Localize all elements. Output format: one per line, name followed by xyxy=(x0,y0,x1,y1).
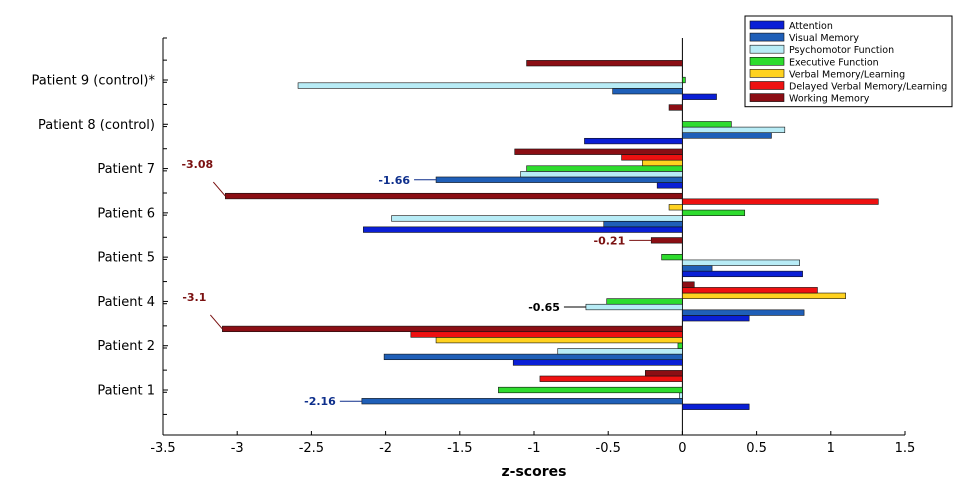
annotation-label: -0.65 xyxy=(528,301,560,314)
bar-psychomotor-function-7 xyxy=(297,82,683,89)
bar-visual-memory-7 xyxy=(612,88,683,95)
bar-psychomotor-function-5 xyxy=(520,171,683,178)
bar-visual-memory-2 xyxy=(682,309,805,316)
category-label: Patient 1 xyxy=(97,384,155,399)
x-tick-label: -1.5 xyxy=(447,441,472,456)
annotation-label: -3.08 xyxy=(181,158,213,171)
bar-delayed-verbal-memory-learning-5 xyxy=(621,154,683,161)
bar-verbal-memory-learning-4 xyxy=(668,204,683,211)
bar-working-memory-1 xyxy=(222,325,683,333)
bar-visual-memory-5 xyxy=(435,176,683,183)
bar-visual-memory-1 xyxy=(383,353,683,361)
bar-visual-memory-3 xyxy=(682,265,713,272)
axes-layer: -3.5 -3 -2.5 -2 -1.5 -1 -0.5 0 0.5 1 1.5 Patient 1 P… xyxy=(31,37,916,456)
legend-swatch xyxy=(749,32,785,42)
bar-visual-memory-0 xyxy=(361,398,683,405)
annotation-label: -2.16 xyxy=(304,395,336,408)
bar-verbal-memory-learning-2 xyxy=(682,292,846,299)
legend-entry: Delayed Verbal Memory/Learning xyxy=(789,82,947,93)
bar-psychomotor-function-3 xyxy=(682,259,800,266)
x-tick-label: 0 xyxy=(678,441,686,456)
x-tick-label: -3 xyxy=(231,441,244,456)
legend-entry: Visual Memory xyxy=(789,33,859,44)
bar-attention-3 xyxy=(682,270,803,278)
category-label: Patient 5 xyxy=(97,251,155,266)
bar-working-memory-7 xyxy=(526,60,683,67)
bar-working-memory-4 xyxy=(225,192,683,200)
bar-executive-function-5 xyxy=(526,165,683,172)
x-tick-label: -1 xyxy=(528,441,541,456)
bars-layer xyxy=(222,60,879,410)
legend-swatch xyxy=(749,69,785,78)
legend-swatch xyxy=(749,81,785,90)
bar-visual-memory-6 xyxy=(682,132,772,139)
bar-psychomotor-function-1 xyxy=(557,348,683,355)
legend-swatch xyxy=(749,56,785,66)
bar-visual-memory-4 xyxy=(603,220,683,228)
bar-delayed-verbal-memory-learning-1 xyxy=(410,331,683,338)
annotation-leader xyxy=(209,314,223,330)
bar-attention-5 xyxy=(656,182,683,189)
bar-verbal-memory-learning-5 xyxy=(642,159,683,167)
category-label: Patient 4 xyxy=(97,295,155,310)
bar-working-memory-0 xyxy=(644,370,683,377)
legend-entry: Verbal Memory/Learning xyxy=(789,69,905,80)
legend-entry: Executive Function xyxy=(789,57,879,68)
bar-attention-2 xyxy=(682,315,750,322)
x-tick-label: 1 xyxy=(827,441,835,456)
bar-executive-function-7 xyxy=(682,76,686,84)
x-axis-label: z-scores xyxy=(502,464,567,480)
bar-executive-function-2 xyxy=(606,298,683,305)
bar-attention-4 xyxy=(363,226,683,233)
bar-attention-7 xyxy=(682,93,717,100)
category-label: Patient 7 xyxy=(97,162,155,177)
bar-delayed-verbal-memory-learning-2 xyxy=(682,287,818,294)
x-tick-label: 1.5 xyxy=(895,441,916,456)
bar-executive-function-4 xyxy=(682,209,746,216)
bar-attention-0 xyxy=(682,403,750,410)
bar-psychomotor-function-0 xyxy=(679,392,683,399)
bar-delayed-verbal-memory-learning-0 xyxy=(539,375,683,382)
bar-delayed-verbal-memory-learning-4 xyxy=(682,198,879,205)
x-tick-label: -3.5 xyxy=(150,441,175,456)
x-tick-label: -2 xyxy=(379,441,392,456)
bar-executive-function-0 xyxy=(498,386,683,394)
x-tick-label: -0.5 xyxy=(596,441,621,456)
bar-executive-function-6 xyxy=(682,121,732,128)
annotation-label: -0.21 xyxy=(594,234,626,247)
annotation-label: -3.1 xyxy=(182,291,206,304)
bar-psychomotor-function-4 xyxy=(391,215,683,222)
annotation-leader xyxy=(212,181,226,197)
legend-entry: Attention xyxy=(789,21,833,32)
category-label: Patient 9 (control)* xyxy=(31,74,155,89)
annotations-layer: -2.16 -3.1 -0.65 -0.21 -3.08 -1.66 xyxy=(181,158,652,408)
category-label: Patient 8 (control) xyxy=(38,118,155,133)
bar-working-memory-3 xyxy=(650,237,683,244)
x-tick-label: -2.5 xyxy=(299,441,324,456)
bar-psychomotor-function-6 xyxy=(682,126,786,133)
bar-working-memory-2 xyxy=(682,281,695,288)
category-label: Patient 2 xyxy=(97,339,155,354)
legend-swatch xyxy=(749,20,785,30)
bar-verbal-memory-learning-1 xyxy=(435,337,683,344)
bar-psychomotor-function-2 xyxy=(585,303,683,311)
x-tick-label: 0.5 xyxy=(746,441,767,456)
category-label: Patient 6 xyxy=(97,206,155,221)
bar-attention-6 xyxy=(584,137,683,145)
annotation-label: -1.66 xyxy=(378,174,410,187)
legend-swatch xyxy=(749,93,785,102)
legend-swatch xyxy=(749,44,785,54)
legend-entry: Working Memory xyxy=(789,94,870,105)
bar-executive-function-1 xyxy=(677,342,683,349)
legend-entry: Psychomotor Function xyxy=(789,45,894,56)
bar-working-memory-6 xyxy=(668,104,683,111)
bar-working-memory-5 xyxy=(514,148,683,155)
bar-attention-1 xyxy=(512,359,683,366)
bar-executive-function-3 xyxy=(661,254,683,261)
